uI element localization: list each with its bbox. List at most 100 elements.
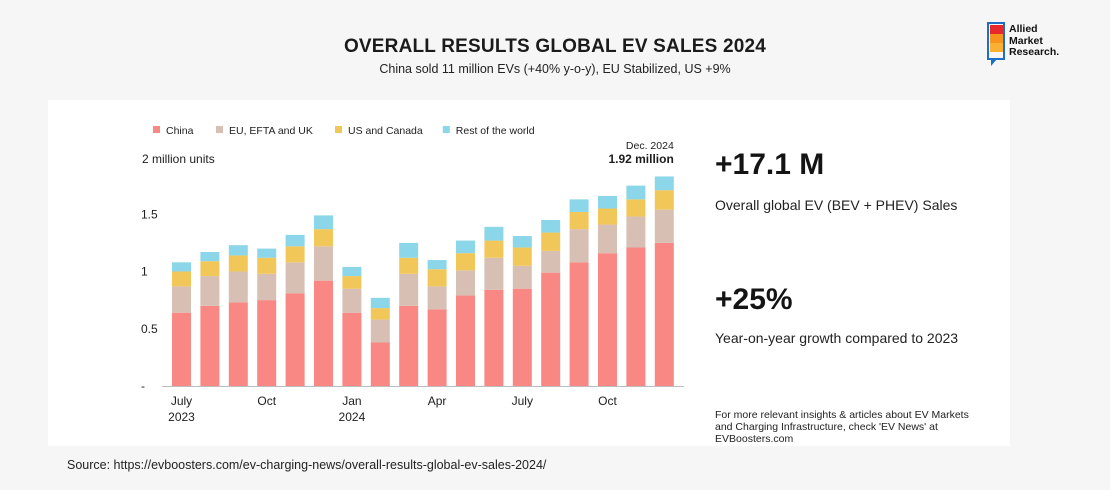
bar-16-series-2 — [626, 199, 646, 217]
x-tick-label-1-0: Oct — [257, 394, 276, 408]
bar-14-series-2 — [569, 211, 589, 230]
bar-9-series-1 — [427, 286, 447, 310]
annotation-value: 1.92 million — [608, 152, 673, 166]
bar-0-series-0 — [172, 312, 191, 386]
bar-12-series-3 — [512, 236, 532, 248]
bar-12-series-2 — [512, 247, 532, 266]
bar-6-series-3 — [342, 266, 362, 277]
bar-8-series-2 — [399, 257, 419, 274]
bar-14-series-3 — [569, 199, 589, 212]
bar-2-series-2 — [228, 255, 248, 272]
bar-1-series-1 — [200, 276, 220, 306]
bar-16-series-1 — [626, 216, 646, 248]
bar-15-series-3 — [598, 195, 617, 209]
x-tick-label-5-0: Oct — [598, 394, 617, 408]
bar-11-series-1 — [484, 257, 504, 290]
bar-5-series-2 — [314, 229, 333, 247]
bar-15-series-2 — [598, 208, 617, 225]
bar-13-series-2 — [541, 232, 561, 251]
bar-15-series-0 — [598, 253, 617, 386]
x-tick-label-4-0: July — [512, 394, 533, 408]
bar-9-series-3 — [427, 260, 447, 270]
y-tick-label-1: 0.5 — [141, 322, 158, 336]
bar-16-series-3 — [626, 185, 646, 200]
bar-7-series-1 — [370, 319, 390, 343]
bar-17-series-2 — [654, 190, 674, 210]
total-sales-description: Overall global EV (BEV + PHEV) Sales — [715, 197, 958, 213]
bar-3-series-2 — [257, 257, 277, 274]
legend-label-1: EU, EFTA and UK — [229, 125, 313, 137]
chart-subtitle: China sold 11 million EVs (+40% y-o-y), … — [379, 62, 731, 76]
bar-14-series-1 — [569, 229, 589, 263]
bar-12-series-0 — [512, 288, 532, 386]
logo-text: Allied Market Research. — [1009, 23, 1060, 58]
bar-13-series-3 — [541, 219, 561, 233]
bar-16-series-0 — [626, 247, 646, 386]
y-tick-label-0: - — [141, 379, 145, 393]
x-tick-label-2-1: 2024 — [339, 410, 366, 424]
bar-9-series-0 — [427, 309, 447, 386]
bar-3-series-0 — [257, 300, 277, 386]
allied-market-research-logo: Allied Market Research. — [987, 22, 1097, 70]
bar-6-series-1 — [342, 288, 362, 313]
x-tick-label-0-0: July — [171, 394, 192, 408]
bar-1-series-3 — [200, 252, 220, 262]
bar-4-series-2 — [285, 246, 305, 263]
y-tick-label-2: 1 — [141, 265, 148, 279]
bar-13-series-1 — [541, 250, 561, 273]
bar-10-series-0 — [456, 295, 475, 386]
bar-13-series-0 — [541, 272, 561, 386]
bar-17-series-1 — [654, 209, 674, 243]
bar-2-series-3 — [228, 245, 248, 256]
bar-7-series-3 — [370, 297, 390, 309]
bar-17-series-3 — [654, 176, 674, 191]
bar-15-series-1 — [598, 224, 617, 254]
bar-11-series-3 — [484, 226, 504, 241]
evboosters-note: For more relevant insights & articles ab… — [715, 409, 969, 445]
y-tick-label-3: 1.5 — [141, 207, 158, 221]
bar-14-series-0 — [569, 262, 589, 386]
bar-5-series-3 — [314, 215, 333, 230]
legend-swatch-1 — [216, 126, 223, 133]
bar-0-series-1 — [172, 286, 191, 313]
bar-6-series-0 — [342, 312, 362, 386]
annotation-date: Dec. 2024 — [626, 140, 674, 152]
source-link[interactable]: Source: https://evboosters.com/ev-chargi… — [67, 458, 547, 472]
bar-6-series-2 — [342, 276, 362, 289]
bar-4-series-0 — [285, 293, 305, 386]
bar-7-series-2 — [370, 308, 390, 320]
bar-0-series-3 — [172, 262, 191, 272]
logo-bars-icon — [987, 22, 1007, 62]
x-tick-label-3-0: Apr — [428, 394, 447, 408]
growth-stat: +25% — [715, 283, 793, 316]
legend-label-3: Rest of the world — [456, 125, 535, 137]
x-tick-label-0-1: 2023 — [168, 410, 195, 424]
bar-2-series-1 — [228, 271, 248, 303]
legend-swatch-2 — [335, 126, 342, 133]
bar-10-series-3 — [456, 240, 475, 254]
bar-10-series-1 — [456, 270, 475, 296]
legend-swatch-3 — [442, 126, 450, 133]
bar-8-series-0 — [399, 305, 419, 386]
stacked-bar-chart: China EU, EFTA and UK US and Canada Rest of… — [141, 125, 684, 424]
bar-10-series-2 — [456, 253, 475, 271]
bar-9-series-2 — [427, 269, 447, 287]
legend-label-0: China — [166, 125, 194, 137]
y-axis-label: 2 million units — [142, 152, 215, 166]
bar-5-series-1 — [314, 246, 333, 281]
bar-0-series-2 — [172, 271, 191, 287]
bar-5-series-0 — [314, 280, 333, 386]
bar-7-series-0 — [370, 342, 390, 386]
legend-label-2: US and Canada — [348, 125, 423, 137]
bar-1-series-2 — [200, 261, 220, 277]
bar-4-series-3 — [285, 234, 305, 247]
bar-8-series-3 — [399, 242, 419, 258]
bar-4-series-1 — [285, 262, 305, 294]
legend-swatch-0 — [153, 126, 160, 133]
bar-11-series-0 — [484, 289, 504, 386]
chart-title: OVERALL RESULTS GLOBAL EV SALES 2024 — [343, 36, 767, 57]
x-tick-label-2-0: Jan — [342, 394, 361, 408]
total-sales-stat: +17.1 M — [715, 148, 825, 181]
bar-1-series-0 — [200, 305, 220, 386]
bar-12-series-1 — [512, 265, 532, 289]
